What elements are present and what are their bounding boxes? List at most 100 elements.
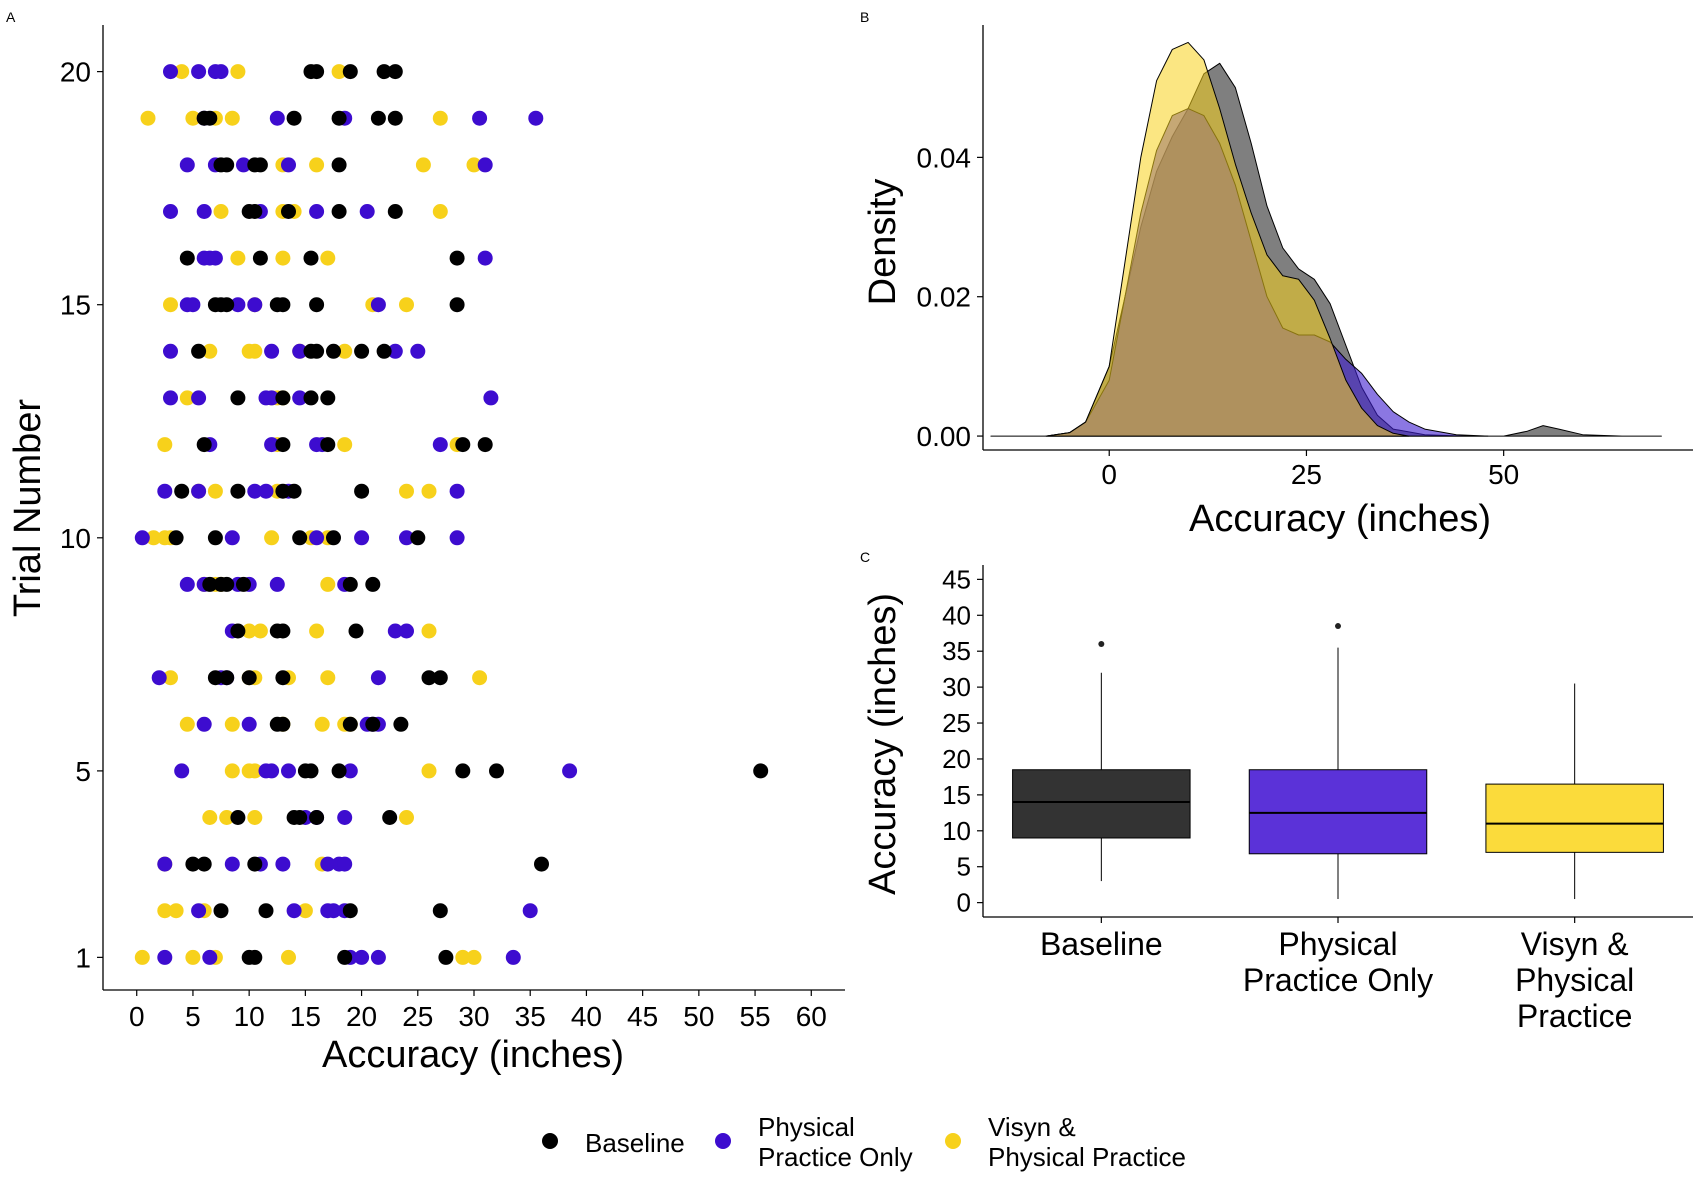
scatter-point bbox=[320, 250, 336, 266]
scatter-point bbox=[320, 856, 336, 872]
scatter-point bbox=[264, 763, 280, 779]
scatter-point bbox=[337, 949, 353, 965]
y-tick-label: 0 bbox=[957, 888, 971, 918]
scatter-point bbox=[247, 483, 263, 499]
scatter-point bbox=[365, 576, 381, 592]
panel-c-label: C bbox=[860, 549, 870, 565]
scatter-point bbox=[224, 110, 240, 126]
scatter-point bbox=[399, 483, 414, 499]
scatter-point bbox=[337, 343, 353, 359]
scatter-point bbox=[432, 670, 448, 686]
scatter-point bbox=[185, 949, 201, 965]
x-tick-label: 35 bbox=[515, 1001, 546, 1032]
scatter-point bbox=[342, 716, 358, 732]
scatter-point bbox=[399, 297, 414, 313]
scatter-point bbox=[331, 204, 347, 219]
scatter-point bbox=[230, 810, 246, 825]
scatter-point bbox=[309, 623, 325, 639]
scatter-point bbox=[224, 763, 240, 779]
scatter-point bbox=[230, 623, 246, 639]
scatter-point bbox=[337, 437, 353, 453]
scatter-point bbox=[309, 297, 325, 313]
scatter-point bbox=[179, 250, 195, 266]
panel-a-label: A bbox=[6, 9, 16, 25]
scatter-point bbox=[247, 204, 263, 219]
scatter-point bbox=[326, 530, 341, 546]
scatter-point bbox=[303, 390, 319, 406]
y-tick-label: 0.00 bbox=[917, 421, 972, 452]
outlier-baseline bbox=[1098, 641, 1105, 648]
legend-label-visyn-line2: Physical Practice bbox=[988, 1142, 1186, 1172]
scatter-point bbox=[219, 297, 235, 313]
scatter-point bbox=[477, 157, 493, 173]
scatter-point bbox=[399, 530, 414, 546]
box-baseline bbox=[1012, 769, 1191, 839]
scatter-point bbox=[399, 623, 414, 639]
scatter-point bbox=[314, 716, 330, 732]
scatter-point bbox=[134, 949, 150, 965]
panel-b-x-label: Accuracy (inches) bbox=[1189, 498, 1491, 540]
scatter-point bbox=[275, 250, 291, 266]
x-tick-label: 25 bbox=[402, 1001, 433, 1032]
scatter-point bbox=[421, 623, 437, 639]
scatter-point bbox=[252, 623, 268, 639]
scatter-point bbox=[753, 763, 769, 779]
scatter-point bbox=[415, 157, 431, 173]
scatter-point bbox=[191, 903, 207, 919]
scatter-point bbox=[281, 157, 296, 173]
scatter-point bbox=[438, 949, 454, 965]
scatter-point bbox=[179, 390, 195, 406]
density-visyn bbox=[1045, 41, 1410, 437]
scatter-point bbox=[449, 297, 465, 313]
panel-a-y-label: Trial Number bbox=[7, 399, 49, 618]
scatter-point bbox=[320, 390, 336, 406]
scatter-point bbox=[421, 670, 437, 686]
scatter-point bbox=[281, 949, 296, 965]
scatter-point bbox=[466, 157, 482, 173]
scatter-point bbox=[387, 110, 403, 126]
scatter-point bbox=[359, 204, 375, 219]
scatter-point bbox=[230, 297, 246, 313]
scatter-point bbox=[185, 856, 201, 872]
x-category-label-visyn: Physical bbox=[1515, 962, 1634, 998]
scatter-point bbox=[224, 856, 240, 872]
scatter-point bbox=[455, 763, 471, 779]
scatter-point bbox=[387, 64, 403, 80]
scatter-point bbox=[269, 110, 285, 126]
scatter-point bbox=[370, 670, 386, 686]
scatter-point bbox=[455, 437, 471, 453]
scatter-point bbox=[157, 949, 173, 965]
scatter-point bbox=[174, 64, 190, 80]
scatter-point bbox=[342, 576, 358, 592]
scatter-point bbox=[421, 763, 437, 779]
scatter-point bbox=[174, 763, 190, 779]
y-tick-label: 25 bbox=[942, 708, 971, 738]
scatter-point bbox=[275, 670, 291, 686]
scatter-point bbox=[241, 716, 257, 732]
scatter-point bbox=[191, 390, 207, 406]
scatter-point bbox=[275, 390, 291, 406]
panel-b-y-label: Density bbox=[862, 179, 904, 306]
scatter-point bbox=[331, 64, 347, 80]
scatter-point bbox=[258, 903, 274, 919]
scatter-point bbox=[163, 343, 178, 359]
scatter-point bbox=[505, 949, 521, 965]
scatter-point bbox=[292, 810, 308, 825]
legend-label-physical-line1: Physical bbox=[758, 1112, 855, 1142]
scatter-point bbox=[477, 250, 493, 266]
scatter-point bbox=[163, 297, 178, 313]
x-category-label-physical: Practice Only bbox=[1243, 962, 1433, 998]
scatter-point bbox=[337, 856, 353, 872]
scatter-point bbox=[410, 343, 426, 359]
scatter-point bbox=[236, 576, 251, 592]
scatter-point bbox=[264, 390, 280, 406]
scatter-point bbox=[449, 250, 465, 266]
y-tick-label: 0.02 bbox=[917, 282, 972, 313]
scatter-point bbox=[455, 949, 471, 965]
scatter-point bbox=[320, 437, 336, 453]
scatter-point bbox=[421, 483, 437, 499]
scatter-point bbox=[286, 483, 302, 499]
